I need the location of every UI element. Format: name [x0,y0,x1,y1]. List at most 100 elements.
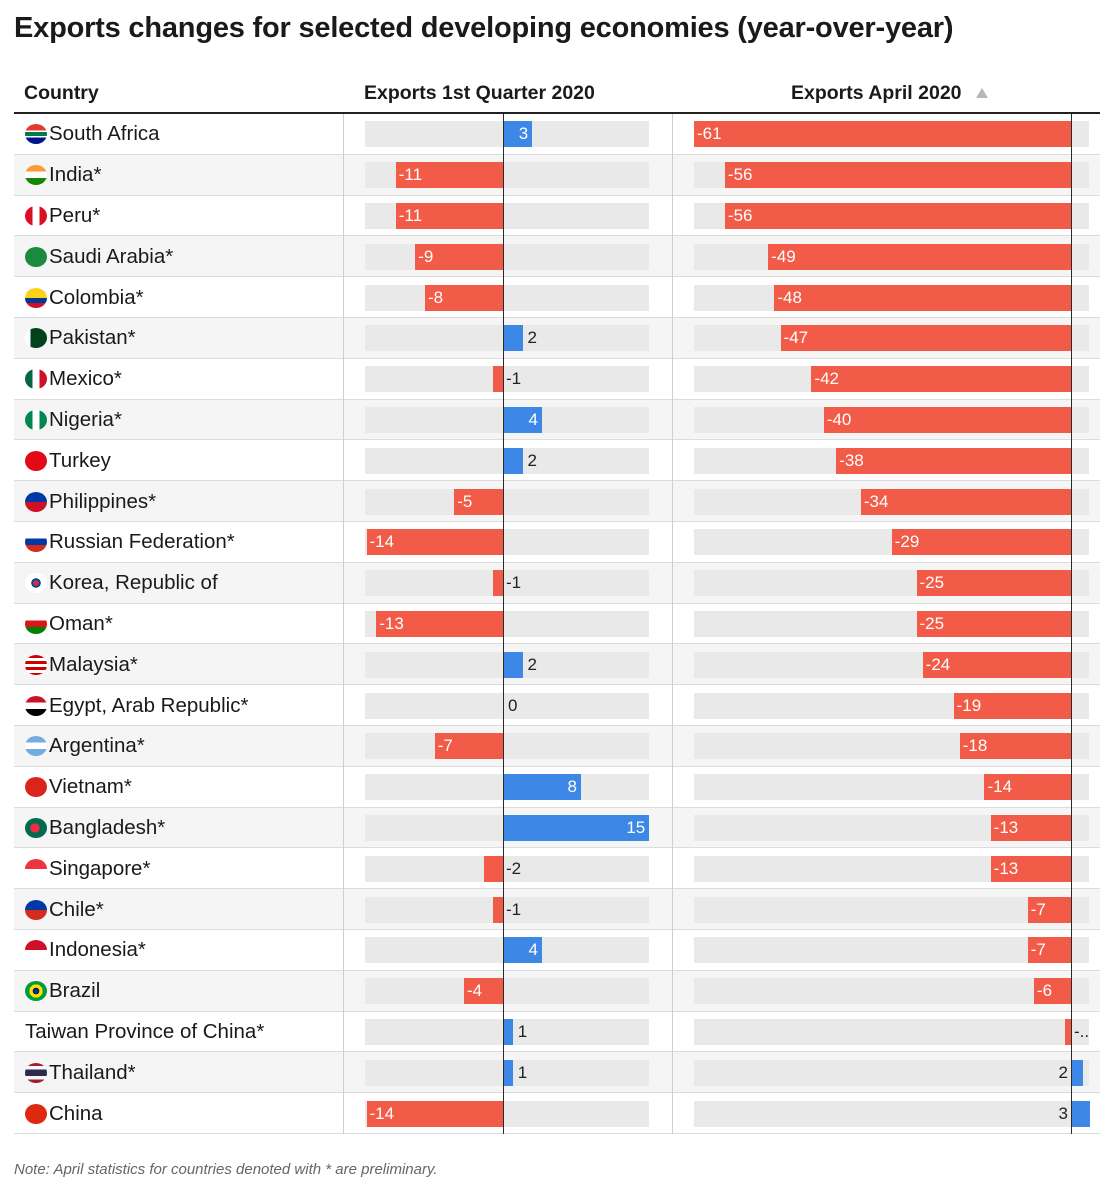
q1-bar [503,774,581,801]
flag-in-icon [25,165,47,186]
apr-value-label: -7 [1030,940,1046,960]
apr-track [694,1019,1089,1045]
country-name: Chile* [49,897,104,921]
q1-value-label: -13 [379,614,404,633]
country-name: Argentina* [49,734,145,758]
table-row: Taiwan Province of China* [14,1012,1100,1053]
country-name: Turkey [49,448,111,472]
q1-bar [483,855,503,882]
country-name: Colombia* [49,285,144,309]
apr-bar [1027,937,1071,964]
column-separator [672,114,673,1134]
apr-value-label: -47 [783,328,809,348]
apr-bar [694,121,1071,148]
apr-bar [1071,1100,1090,1127]
q1-track [365,243,649,270]
apr-value-label: -.. [1074,1022,1090,1041]
apr-bar [953,692,1071,719]
q1-value-label: 8 [567,777,577,797]
country-name: Peru* [49,203,101,227]
flag-sg-icon [25,858,47,879]
apr-bar [1033,978,1071,1005]
q1-bar [493,366,503,393]
flag-za-icon [25,124,47,145]
apr-track [694,937,1089,964]
apr-bar [984,774,1071,801]
q1-value-label: 4 [528,410,538,429]
q1-value-label: 4 [528,940,538,960]
q1-track [365,855,649,882]
apr-bar [768,243,1071,270]
flag-th-icon [25,1062,47,1083]
column-header-country[interactable]: Country [24,82,99,104]
apr-track [694,1100,1089,1127]
q1-bar [503,121,533,148]
table-row: Indonesia* [14,930,1100,971]
apr-value-label: -34 [863,491,889,511]
flag-cn-icon [25,1103,47,1124]
country-name: Brazil [49,979,101,1003]
q1-track [365,366,649,393]
q1-value-label: -1 [506,899,522,919]
apr-bar [1064,1019,1071,1045]
q1-bar [454,488,503,515]
q1-value-label: -2 [506,858,522,878]
country-name: Korea, Republic of [49,571,218,595]
country-name: South Africa [49,122,160,146]
q1-bar [425,284,503,311]
country-name: Philippines* [49,489,157,513]
q1-bar [503,815,650,841]
flag-tr-icon [25,450,47,471]
country-name: Pakistan* [49,326,136,350]
country-name: Mexico* [49,367,122,391]
column-header-april-2020[interactable]: Exports April 2020 [791,82,962,104]
country-name: China [49,1101,103,1125]
apr-bar [836,447,1071,474]
flag-cl-icon [25,899,47,920]
apr-bar [959,733,1071,760]
column-header-q1-2020[interactable]: Exports 1st Quarter 2020 [364,82,595,104]
apr-bar [891,529,1071,556]
flag-vn-icon [25,777,47,798]
country-name: Saudi Arabia* [49,244,174,268]
q1-bar [366,529,503,556]
apr-track [694,1059,1089,1086]
country-name: Taiwan Province of China* [25,1019,265,1043]
table-row: Vietnam* [14,767,1100,808]
apr-value-label: -18 [962,736,988,756]
flag-kr-icon [25,573,47,594]
q1-bar [376,611,503,637]
apr-bar [1071,1059,1084,1086]
q1-value-label: -1 [506,573,522,593]
q1-value-label: 2 [527,450,537,470]
apr-bar [823,407,1071,433]
country-name: Indonesia* [49,938,146,962]
apr-value-label: -25 [919,614,945,633]
q1-bar [493,570,503,597]
table-row: China [14,1093,1100,1134]
flag-om-icon [25,613,47,634]
q1-bar [464,978,503,1005]
flag-ru-icon [25,532,47,553]
q1-track [365,978,649,1005]
q1-value-label: -5 [457,491,473,511]
flag-pe-icon [25,205,47,226]
flag-sa-icon [25,246,47,267]
q1-bar [415,243,503,270]
q1-track [365,733,649,760]
apr-value-label: -42 [814,369,840,389]
column-separator [343,114,344,1134]
table-row: Egypt, Arab Republic* [14,685,1100,726]
country-name: Nigeria* [49,407,122,431]
apr-track [694,978,1089,1005]
country-name: Vietnam* [49,775,132,799]
apr-value-label: -13 [993,818,1019,837]
apr-zero-axis [1071,114,1072,1134]
q1-value-label: 2 [527,654,537,674]
q1-value-label: -14 [369,532,395,552]
q1-track [365,284,649,311]
q1-value-label: -7 [437,736,453,756]
sort-ascending-icon[interactable] [976,88,988,98]
flag-my-icon [25,654,47,675]
apr-track [694,896,1089,923]
